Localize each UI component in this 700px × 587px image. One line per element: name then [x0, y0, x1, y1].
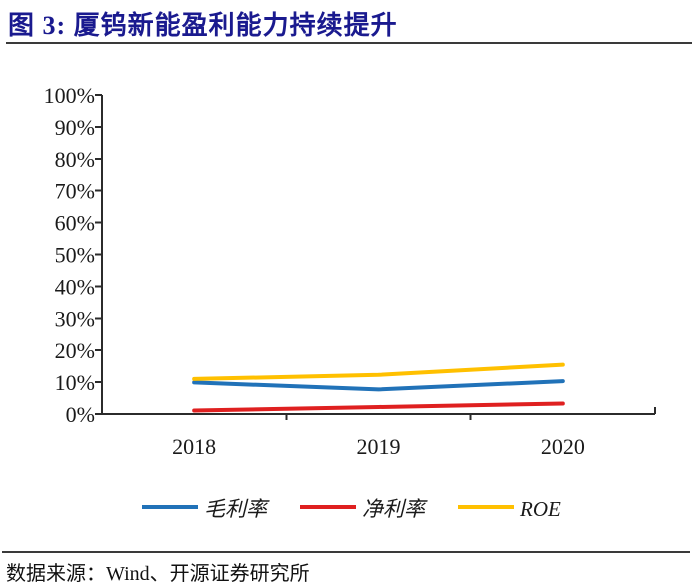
y-tick-label: 0% [66, 402, 95, 427]
y-tick-label: 10% [55, 370, 95, 395]
title-divider [6, 42, 692, 44]
y-tick-label: 20% [55, 338, 95, 363]
y-tick-label: 80% [55, 147, 95, 172]
y-tick-label: 90% [55, 115, 95, 140]
y-tick-label: 100% [44, 83, 95, 108]
y-tick-label: 50% [55, 243, 95, 268]
y-tick-label: 70% [55, 179, 95, 204]
series-line-1 [192, 401, 565, 413]
legend-label-0: 毛利率 [204, 497, 270, 521]
legend-label-1: 净利率 [362, 497, 428, 521]
x-tick-label: 2020 [541, 434, 585, 459]
footer-divider [2, 551, 690, 553]
x-tick-label: 2019 [357, 434, 401, 459]
y-tick-label: 60% [55, 211, 95, 236]
y-tick-label: 40% [55, 274, 95, 299]
x-tick-label: 2018 [172, 434, 216, 459]
source-note: 数据来源：Wind、开源证券研究所 [6, 563, 310, 585]
figure-title: 图 3: 厦钨新能盈利能力持续提升 [8, 11, 398, 40]
legend-label-2: ROE [519, 497, 561, 521]
series-line-0 [192, 379, 565, 392]
profitability-line-chart: 0% 10% 20% 30% 40% 50% 60% 70% 80% 90% 100% 2018 201… [44, 83, 656, 521]
y-tick-label: 30% [55, 306, 95, 331]
series-line-2 [192, 362, 565, 381]
